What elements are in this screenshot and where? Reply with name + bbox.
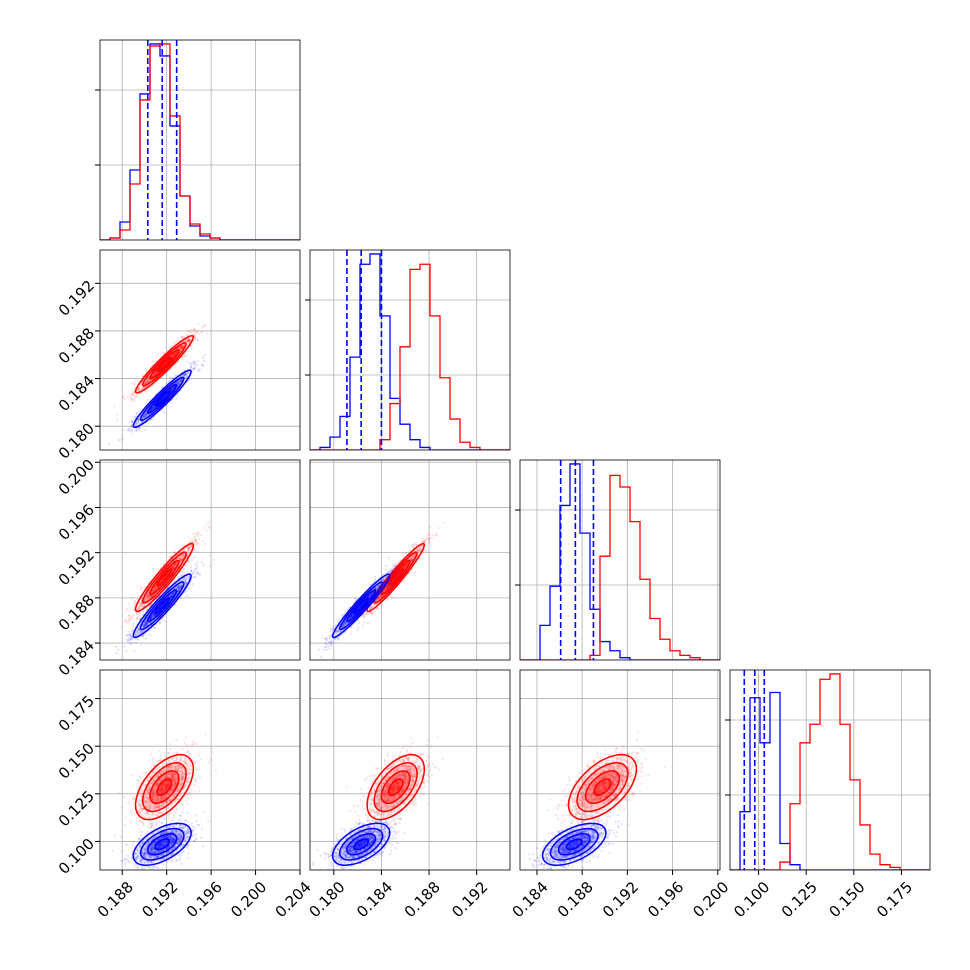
contour-level [331, 822, 391, 866]
histogram-series_b [730, 691, 930, 870]
x-tick-label: 0.192 [448, 878, 491, 921]
contour-level [139, 376, 185, 421]
panel-frame [519, 459, 721, 661]
histogram-series_b [520, 463, 720, 660]
y-tick-label: 0.184 [55, 372, 98, 415]
panel-1-1 [305, 249, 511, 451]
histogram-series_a [310, 263, 510, 450]
x-tick-label: 0.196 [644, 878, 687, 921]
contour-level [139, 827, 185, 861]
x-tick-label: 0.188 [554, 878, 597, 921]
contour-level [149, 770, 180, 805]
histogram-series_a [730, 673, 930, 870]
contour-level [132, 822, 192, 866]
x-tick-label: 0.188 [401, 878, 444, 921]
contour-level [557, 833, 591, 856]
panel-frame [309, 249, 511, 451]
contour-level [541, 822, 607, 866]
contour-level [387, 778, 404, 796]
contour-level [154, 597, 171, 615]
panel-2-1 [309, 459, 511, 661]
contour-level [142, 342, 187, 387]
x-tick-label: 0.100 [730, 878, 773, 921]
y-tick-label: 0.192 [55, 546, 98, 589]
contour-level [154, 838, 171, 851]
panel-frame [309, 459, 511, 661]
x-tick-label: 0.180 [305, 878, 348, 921]
contour-level [156, 356, 173, 373]
contour-level [593, 778, 612, 796]
contour-level [380, 770, 411, 805]
panel-3-3: 0.100 0.125 0.150 0.175 [725, 669, 931, 921]
y-tick-label: 0.175 [55, 692, 98, 735]
panel-2-2 [515, 459, 721, 661]
y-tick-label: 0.200 [55, 456, 98, 499]
x-tick-label: 0.188 [94, 878, 137, 921]
contour-level [156, 568, 173, 587]
x-tick-label: 0.196 [183, 878, 226, 921]
x-tick-label: 0.184 [509, 878, 552, 921]
contour-level [576, 762, 629, 813]
contour-level [353, 838, 370, 851]
contour-level [339, 581, 384, 631]
contour-level [154, 390, 171, 407]
y-tick-label: 0.196 [55, 501, 98, 544]
x-tick-label: 0.125 [778, 878, 821, 921]
panel-3-1: 0.180 0.184 0.188 0.192 [305, 669, 511, 921]
y-tick-label: 0.192 [55, 277, 98, 320]
contour-level [134, 754, 195, 821]
contour-level [565, 838, 583, 851]
y-tick-label: 0.150 [55, 739, 98, 782]
x-tick-label: 0.192 [138, 878, 181, 921]
y-tick-label: 0.188 [55, 324, 98, 367]
panel-frame [99, 459, 301, 661]
x-tick-label: 0.200 [227, 878, 270, 921]
contour-level [346, 833, 377, 856]
panel-frame [519, 669, 721, 871]
panel-frame [99, 669, 301, 871]
contour-level [373, 551, 418, 604]
panel-frame [99, 249, 301, 451]
contour-level [373, 762, 418, 813]
contour-level [339, 827, 384, 861]
x-tick-label: 0.204 [272, 878, 315, 921]
histogram-series_a [100, 43, 300, 240]
panel-frame [99, 39, 301, 241]
y-tick-label: 0.188 [55, 591, 98, 634]
contour-level [147, 833, 178, 856]
x-tick-label: 0.175 [873, 878, 916, 921]
contour-level [584, 770, 621, 805]
x-tick-label: 0.192 [599, 878, 642, 921]
panel-3-2: 0.184 0.188 0.192 0.196 0.200 [509, 669, 732, 921]
contour-level [366, 754, 426, 821]
contour-level [549, 827, 599, 861]
contour-level [353, 597, 370, 615]
contour-level [139, 581, 185, 631]
y-tick-label: 0.184 [55, 636, 98, 679]
panel-0-0 [95, 39, 301, 241]
contour-level [142, 551, 187, 604]
contour-level [142, 762, 187, 813]
x-tick-label: 0.184 [353, 878, 396, 921]
y-tick-label: 0.100 [55, 835, 98, 878]
x-tick-label: 0.200 [689, 878, 732, 921]
y-tick-label: 0.125 [55, 787, 98, 830]
contour-level [387, 568, 404, 587]
x-tick-label: 0.150 [825, 878, 868, 921]
y-tick-label: 0.180 [55, 419, 98, 462]
histogram-series_a [520, 474, 720, 660]
histogram-series_b [310, 253, 510, 450]
contour-level [567, 754, 638, 821]
panel-frame [729, 669, 931, 871]
panel-frame [309, 669, 511, 871]
contour-level [156, 778, 173, 796]
